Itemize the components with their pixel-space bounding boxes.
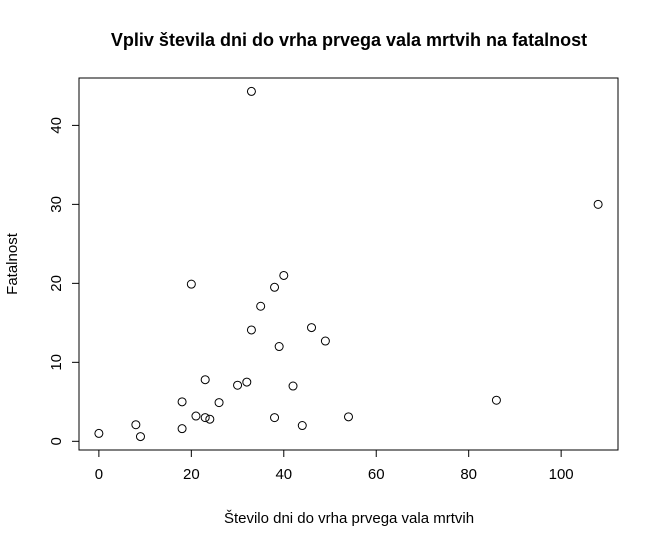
data-point [200,413,210,423]
chart-title: Vpliv števila dni do vrha prvega vala mr… [111,30,587,50]
data-point [191,411,201,421]
data-point [246,86,256,96]
data-point [214,398,224,408]
data-point [279,270,289,280]
data-points [94,86,603,442]
x-axis-label: Število dni do vrha prvega vala mrtvih [224,510,474,527]
y-tick-label: 30 [48,196,65,213]
data-point [233,380,243,390]
data-point [320,336,330,346]
data-point [246,325,256,335]
y-axis: 0 10 20 30 40 [48,117,80,445]
data-point [242,377,252,387]
data-point [200,375,210,385]
data-point [186,279,196,289]
data-point [270,282,280,292]
y-tick-label: 20 [48,275,65,292]
data-point [297,421,307,431]
data-point [491,395,501,405]
y-axis-label: Fatalnost [4,232,21,295]
data-point [94,428,104,438]
data-point [131,420,141,430]
data-point [344,412,353,422]
x-tick-label: 40 [275,466,292,483]
y-tick-label: 40 [48,117,65,134]
data-point [274,342,284,352]
data-point [135,432,145,442]
x-tick-label: 0 [95,466,103,483]
data-point [177,424,187,434]
data-point [177,397,187,407]
x-tick-label: 60 [368,466,385,483]
data-point [205,414,215,424]
x-axis: 0 20 40 60 80 100 [95,449,574,483]
data-point [288,381,298,391]
data-point [307,323,317,333]
x-tick-label: 20 [183,466,200,483]
x-tick-label: 100 [549,466,574,483]
y-tick-label: 0 [48,437,65,445]
y-tick-label: 10 [48,354,65,371]
data-point [270,413,280,423]
data-point [593,199,603,209]
x-tick-label: 80 [460,466,477,483]
data-point [256,301,266,311]
